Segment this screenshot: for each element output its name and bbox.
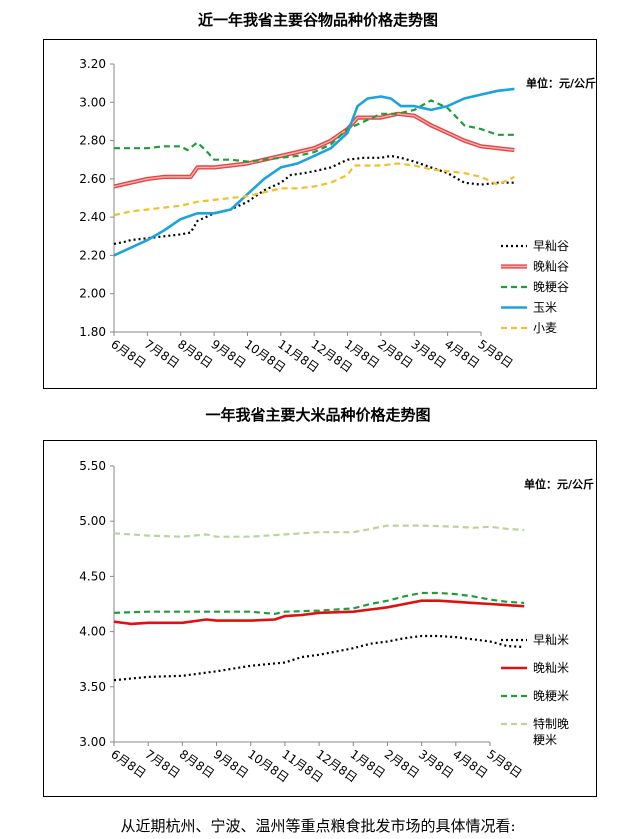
chart1-y-tick-label: 2.00	[79, 287, 106, 301]
chart2-y-tick-label: 5.00	[79, 514, 106, 528]
chart1-x-tick-label: 7月8日	[142, 337, 182, 371]
chart2-title: 一年我省主要大米品种价格走势图	[205, 406, 431, 424]
chart2-svg: 5.50 5.00 4.50 4.00 3.50 3.006月8日7月8日8月8日9月8日…	[79, 459, 594, 785]
chart1-x-tick-label: 2月8日	[375, 337, 415, 371]
chart2-legend-label-cont: 粳米	[533, 733, 557, 747]
chart1-x-tick-label: 5月8日	[475, 337, 515, 371]
chart1-series-line-1	[113, 111, 515, 189]
chart1-legend-label: 晚籼谷	[533, 260, 569, 274]
chart2-y-tick-label: 4.50	[79, 569, 106, 583]
chart2-unit-label: 单位：元/公斤	[524, 477, 594, 491]
chart1-y-tick-label: 3.20	[79, 57, 106, 71]
chart2-x-tick-label: 6月8日	[108, 747, 148, 781]
chart2-frame: 5.50 5.00 4.50 4.00 3.50 3.00 6月8日 7月8日 8月8日 9月8日…	[43, 440, 597, 797]
chart1-y-tick-label: 2.20	[79, 248, 106, 262]
chart2-legend-label: 晚粳米	[533, 689, 569, 703]
chart2-series-line-0	[113, 634, 525, 682]
chart2-x-tick-label: 4月8日	[450, 747, 490, 781]
chart2-x-tick-label: 5月8日	[484, 747, 524, 781]
chart1-x-tick-label: 3月8日	[409, 337, 449, 371]
chart1-legend-label: 早籼谷	[533, 239, 569, 253]
chart1-series-line-4	[113, 162, 515, 217]
chart2-x-tick-label: 9月8日	[211, 747, 251, 781]
chart1-y-tick-label: 2.80	[79, 134, 106, 148]
chart2-y-tick-label: 5.50	[79, 459, 106, 473]
chart1-x-tick-label: 9月8日	[208, 337, 248, 371]
chart2-x-tick-label: 8月8日	[177, 747, 217, 781]
chart1-y-tick-label: 2.40	[79, 210, 106, 224]
chart1-unit-label: 单位：元/公斤	[526, 76, 596, 90]
chart1-frame: 3.20 3.00 2.80 2.60 2.40 2.20 2.00 1.80 6月8日 7月8日…	[43, 39, 597, 389]
chart2-legend-label: 早籼米	[533, 633, 569, 647]
chart2-y-tick-label: 4.00	[79, 625, 106, 639]
chart1-y-tick-label: 2.60	[79, 172, 106, 186]
chart2-series-line-2	[113, 591, 525, 615]
chart2-x-tick-label: 2月8日	[382, 747, 422, 781]
chart2-y-tick-label: 3.00	[79, 735, 106, 749]
chart1-y-tick-label: 3.00	[79, 95, 106, 109]
chart2-x-tick-label: 7月8日	[142, 747, 182, 781]
chart1-legend-label: 晚粳谷	[533, 280, 569, 294]
chart1-legend-label: 玉米	[533, 301, 557, 315]
chart1-x-tick-label: 4月8日	[442, 337, 482, 371]
chart2-x-tick-label: 3月8日	[416, 747, 456, 781]
chart1-series-line-highlight-1	[113, 113, 515, 188]
chart2-y-tick-label: 3.50	[79, 680, 106, 694]
chart2-series-line-1	[113, 599, 525, 626]
chart1-legend-label: 小麦	[533, 321, 557, 335]
chart1-x-tick-label: 6月8日	[108, 337, 148, 371]
chart1-y-tick-label: 1.80	[79, 325, 106, 339]
chart1-x-tick-label: 8月8日	[175, 337, 215, 371]
chart2-legend-label: 晚籼米	[533, 661, 569, 675]
chart1-svg: 3.20 3.00 2.80 2.60 2.40 2.20 2.00 1.806月8日7月8日…	[79, 57, 596, 375]
chart1-series-line-0	[113, 154, 515, 245]
chart1-series-line-2	[114, 99, 515, 163]
chart2-series-line-3	[113, 524, 525, 538]
footer-text: 从近期杭州、宁波、温州等重点粮食批发市场的具体情况看:	[120, 817, 516, 835]
chart1-title: 近一年我省主要谷物品种价格走势图	[197, 11, 438, 29]
chart1-series-line-3	[113, 87, 515, 257]
chart2-legend-label: 特制晚	[533, 716, 569, 731]
